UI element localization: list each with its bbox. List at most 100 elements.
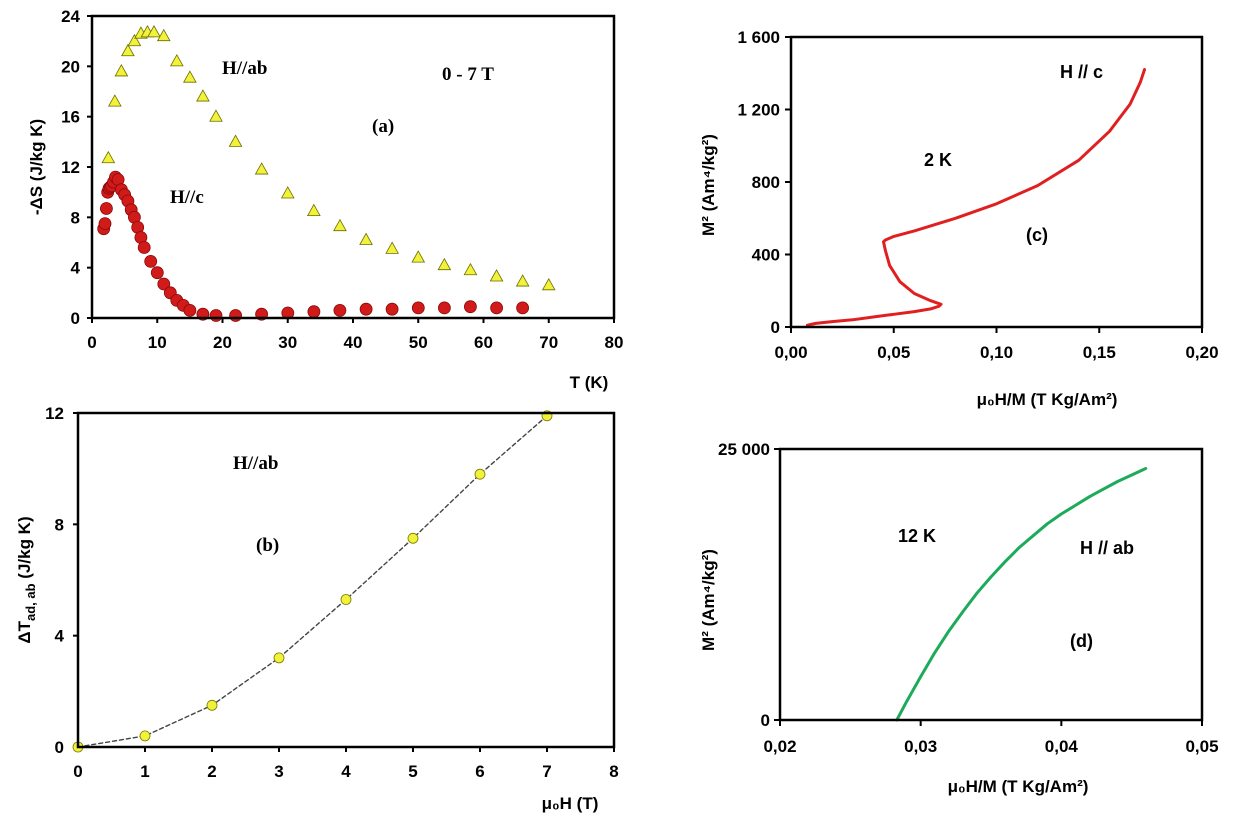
data-point-circle (307, 305, 321, 319)
data-point-triangle (121, 43, 135, 57)
chart-panel-d: (d) 12 K H // ab 0,02 0,03 0,04 0,05 0 25 000… (699, 440, 1219, 796)
x-tick-label: 30 (278, 333, 297, 352)
y-tick-label: 0 (71, 309, 80, 328)
y-tick-label: 12 (45, 404, 64, 423)
x-tick-label: 0,20 (1185, 343, 1218, 362)
data-point-circle (463, 300, 477, 314)
y-tick-label: 400 (752, 246, 780, 265)
data-point-circle (183, 303, 197, 317)
annotation-c-panel-label: (c) (1026, 225, 1048, 245)
x-tick-label: 0,03 (904, 737, 937, 756)
data-point-circle (209, 309, 223, 322)
x-axis-label: T (K) (570, 373, 609, 392)
chart-panel-a: (a) 0 - 7 T H//ab H//c 0 10 20 30 40 50 60 70 80… (27, 7, 623, 392)
x-tick-label: 80 (605, 333, 624, 352)
y-tick-label: 4 (55, 627, 65, 646)
data-point-triangle (359, 232, 373, 245)
x-tick-label: 60 (474, 333, 493, 352)
x-tick-label: 1 (140, 762, 149, 781)
annotation-d-temperature-label: 12 K (898, 526, 936, 546)
plot-frame (90, 14, 616, 320)
x-tick-label: 0,02 (763, 737, 796, 756)
x-tick-label: 0,04 (1045, 737, 1079, 756)
data-point-triangle (183, 70, 197, 83)
x-tick-label: 0,05 (1185, 737, 1218, 756)
x-axis-label: μ₀H (T) (542, 794, 599, 813)
data-point-triangle (437, 257, 452, 271)
data-point-circle (139, 730, 151, 742)
data-point-triangle (169, 53, 184, 67)
data-point-triangle (114, 64, 129, 77)
data-point-circle (333, 303, 347, 317)
y-tick-label: 25 000 (718, 440, 770, 459)
data-point-circle (490, 301, 504, 315)
data-point-triangle (156, 28, 171, 42)
y-axis-label: M² (Am⁴/kg²) (699, 549, 718, 651)
data-point-triangle (254, 162, 269, 175)
data-point-triangle (463, 262, 478, 276)
annotation-d-panel-label: (d) (1070, 631, 1093, 651)
annotation-b-panel-label: (b) (256, 535, 279, 556)
data-point-triangle (385, 241, 400, 254)
y-tick-label: 1 600 (737, 28, 780, 47)
data-point-circle (229, 309, 243, 322)
x-tick-label: 0,05 (877, 343, 910, 362)
y-tick-label: 12 (61, 158, 80, 177)
x-tick-label: 2 (207, 762, 216, 781)
y-tick-label: 800 (752, 173, 780, 192)
annotation-c-field-label: H // c (1060, 62, 1103, 82)
data-point-triangle (101, 150, 116, 164)
data-point-triangle (489, 269, 504, 282)
data-point-circle (150, 266, 164, 280)
annotation-c-temperature-label: 2 K (924, 150, 952, 170)
series-line (895, 467, 1148, 722)
plot-frame (76, 411, 616, 749)
data-point-triangle (280, 186, 295, 199)
annotation-d-field-label: H // ab (1080, 538, 1134, 558)
data-point-circle (340, 594, 352, 605)
y-axis-label: -ΔS (J/kg K) (27, 119, 46, 215)
series-line (77, 415, 548, 748)
y-tick-label: 8 (55, 515, 64, 534)
data-point-triangle (411, 250, 426, 263)
data-point-triangle (127, 33, 142, 47)
chart-panel-c: (c) 2 K H // c 0,00 0,05 0,10 0,15 0,20 0 400 8… (699, 28, 1219, 409)
x-tick-label: 50 (409, 333, 428, 352)
data-point-circle (474, 468, 486, 480)
y-axis-label: ΔTad, ab (J/kg K) (15, 516, 38, 643)
y-tick-label: 24 (61, 7, 80, 26)
annotation-b-hab-label: H//ab (233, 453, 278, 474)
y-tick-label: 16 (61, 108, 80, 127)
y-axis-label: M² (Am⁴/kg²) (699, 134, 718, 236)
data-point-circle (411, 301, 425, 315)
x-axis-label: μ₀H/M (T Kg/Am²) (948, 777, 1089, 796)
data-point-circle (157, 277, 171, 291)
data-point-circle (359, 302, 373, 316)
x-tick-label: 8 (609, 762, 618, 781)
y-tick-label: 1 200 (737, 101, 780, 120)
data-point-circle (206, 699, 218, 711)
data-point-triangle (333, 218, 347, 232)
x-tick-label: 0,10 (980, 343, 1013, 362)
data-point-circle (273, 652, 285, 664)
y-tick-label: 4 (71, 259, 81, 278)
y-tick-label: 8 (71, 208, 80, 227)
plot-frame (778, 447, 1204, 722)
annotation-a-hc-label: H//c (170, 187, 204, 208)
data-point-circle (516, 301, 529, 315)
data-point-triangle (541, 277, 556, 291)
x-tick-label: 0 (73, 762, 82, 781)
data-point-triangle (209, 109, 223, 122)
annotation-a-hab-label: H//ab (222, 58, 267, 79)
x-tick-label: 7 (542, 762, 551, 781)
x-tick-label: 70 (539, 333, 558, 352)
annotation-a-panel-label: (a) (372, 116, 394, 137)
y-tick-label: 0 (761, 711, 770, 730)
data-point-circle (407, 532, 419, 544)
annotation-a-field-range: 0 - 7 T (442, 64, 494, 85)
x-tick-label: 20 (213, 333, 232, 352)
data-point-triangle (107, 94, 122, 107)
x-axis-label: μ₀H/M (T Kg/Am²) (977, 390, 1118, 409)
x-tick-label: 4 (341, 762, 351, 781)
